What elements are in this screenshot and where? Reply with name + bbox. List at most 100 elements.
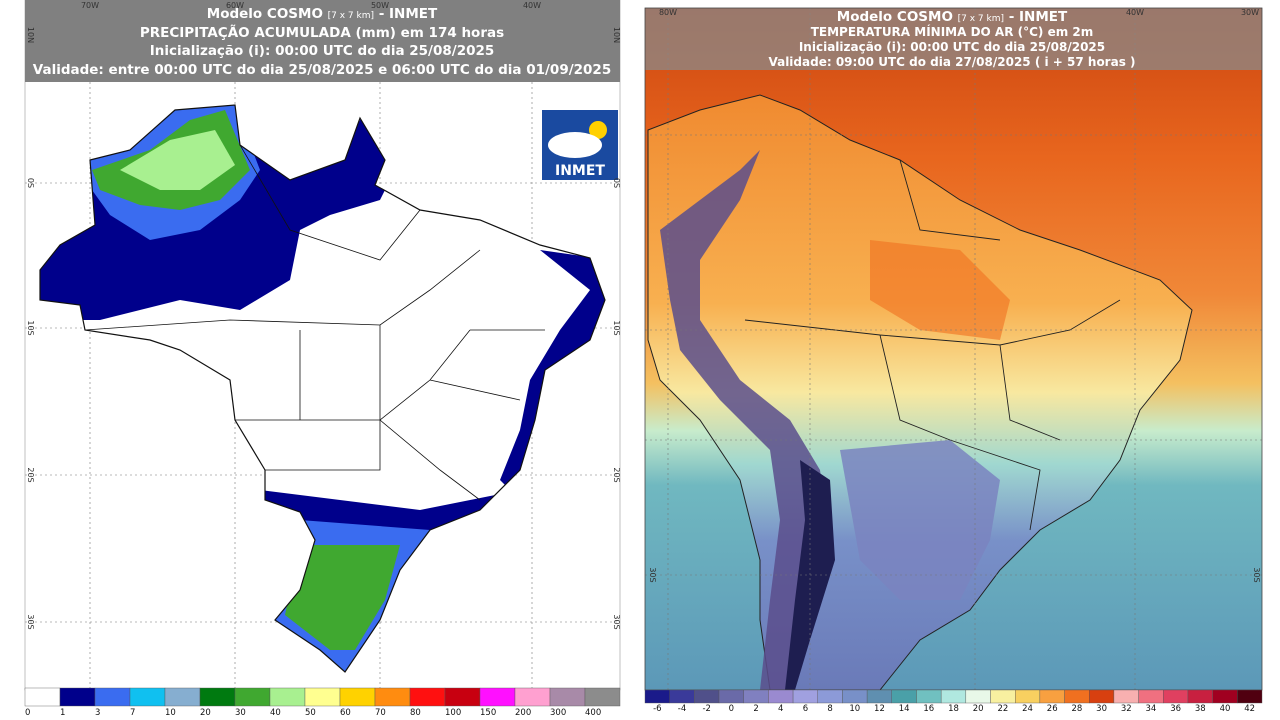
colorbar-label: 10 xyxy=(165,708,176,718)
colorbar-label: 80 xyxy=(410,708,421,718)
right-grid xyxy=(645,8,1262,690)
colorbar-label: 24 xyxy=(1022,704,1033,714)
right-colorbar: -6 -4 -2 0 2 4 6 8 10 12 14 16 18 20 22 24 26 28 30 32 34 36 3… xyxy=(644,689,1263,714)
left-header-line1: Modelo COSMO [7 x 7 km] - INMET xyxy=(207,6,438,22)
colorbar-label: 400 xyxy=(585,708,601,718)
colorbar-swatch xyxy=(1212,689,1238,704)
brazil-border xyxy=(39,104,606,673)
lat-label: 30S xyxy=(1252,567,1261,582)
right-title: TEMPERATURA MÍNIMA DO AR (°C) em 2m xyxy=(811,24,1094,39)
colorbar-label: 40 xyxy=(270,708,281,718)
colorbar-swatch xyxy=(1237,689,1263,704)
colorbar-swatch xyxy=(199,687,236,707)
lon-label: 50W xyxy=(371,1,389,10)
logo-text: INMET xyxy=(555,163,605,179)
right-panel: Modelo COSMO [7 x 7 km] - INMET TEMPERAT… xyxy=(644,7,1263,714)
colorbar-swatch xyxy=(1015,689,1041,704)
lon-label: 80W xyxy=(659,8,677,17)
right-agency: - INMET xyxy=(1009,9,1068,25)
colorbar-label: 8 xyxy=(827,704,832,714)
colorbar-swatch xyxy=(718,689,744,704)
brazil-map xyxy=(39,104,606,673)
logo-sun xyxy=(589,121,607,139)
colorbar-swatch xyxy=(409,687,446,707)
colorbar-label: 36 xyxy=(1170,704,1181,714)
colorbar-swatch xyxy=(1138,689,1164,704)
left-axes: 70W 60W 50W 40W 10N 10N 0S 0S 10S 10S 20S 20S 30S 30S xyxy=(26,1,621,630)
colorbar-swatch xyxy=(374,687,411,707)
colorbar-swatch xyxy=(1113,689,1139,704)
left-model: Modelo COSMO xyxy=(207,6,323,22)
colorbar-swatch xyxy=(743,689,769,704)
colorbar-swatch xyxy=(644,689,670,704)
colorbar-swatch xyxy=(584,687,621,707)
colorbar-label: 300 xyxy=(550,708,566,718)
colorbar-label: 16 xyxy=(923,704,934,714)
lat-label: 10N xyxy=(26,27,35,43)
colorbar-label: -6 xyxy=(653,704,661,714)
colorbar-swatch xyxy=(694,689,720,704)
colorbar-swatch xyxy=(866,689,892,704)
colorbar-label: -4 xyxy=(678,704,686,714)
right-header-line1: Modelo COSMO [7 x 7 km] - INMET xyxy=(837,9,1068,25)
lat-label: 30S xyxy=(26,614,35,629)
right-init: Inicialização (i): 00:00 UTC do dia 25/0… xyxy=(799,40,1105,54)
left-init: Inicialização (i): 00:00 UTC do dia 25/0… xyxy=(150,43,495,59)
colorbar-swatch xyxy=(59,687,96,707)
colorbar-swatch xyxy=(817,689,843,704)
lat-label: 20S xyxy=(26,467,35,482)
lat-label: 10S xyxy=(612,320,621,335)
colorbar-label: 20 xyxy=(973,704,984,714)
colorbar-swatch xyxy=(94,687,131,707)
colorbar-label: 10 xyxy=(849,704,860,714)
lat-label: 0S xyxy=(26,178,35,188)
lat-label: 0S xyxy=(612,178,621,188)
lon-label: 70W xyxy=(81,1,99,10)
colorbar-label: 70 xyxy=(375,708,386,718)
lon-label: 30W xyxy=(1241,8,1259,17)
colorbar-swatch xyxy=(1089,689,1115,704)
right-model: Modelo COSMO xyxy=(837,9,953,25)
left-colorbar: 0 1 3 7 10 20 30 40 50 60 70 80 100 150 200 300 400 xyxy=(24,687,621,718)
colorbar-label: 32 xyxy=(1121,704,1132,714)
colorbar-label: 38 xyxy=(1195,704,1206,714)
colorbar-label: 22 xyxy=(997,704,1008,714)
colorbar-swatch xyxy=(965,689,991,704)
borders xyxy=(744,159,1121,531)
colorbar-label: 18 xyxy=(948,704,959,714)
colorbar-label: 7 xyxy=(130,708,135,718)
lon-label: 60W xyxy=(226,1,244,10)
colorbar-swatch xyxy=(891,689,917,704)
colorbar-swatch xyxy=(990,689,1016,704)
colorbar-label: 100 xyxy=(445,708,461,718)
left-title: PRECIPITAÇÃO ACUMULADA (mm) em 174 horas xyxy=(140,24,504,41)
colorbar-swatch xyxy=(916,689,942,704)
logo-cloud xyxy=(548,132,602,158)
colorbar-swatch xyxy=(940,689,967,704)
colorbar-swatch xyxy=(768,689,794,704)
rain-south-green xyxy=(285,545,400,650)
colorbar-label: 6 xyxy=(803,704,808,714)
inmet-logo: INMET xyxy=(542,110,618,180)
colorbar-swatch xyxy=(549,687,586,707)
left-validity: Validade: entre 00:00 UTC do dia 25/08/2… xyxy=(33,62,611,78)
colorbar-swatch xyxy=(304,687,341,707)
colorbar-label: 3 xyxy=(95,708,100,718)
lat-label: 10N xyxy=(612,27,621,43)
colorbar-label: 0 xyxy=(729,704,734,714)
left-resolution: [7 x 7 km] xyxy=(328,11,374,21)
colorbar-label: 42 xyxy=(1244,704,1255,714)
colorbar-swatch xyxy=(669,689,695,704)
colorbar-label: 30 xyxy=(1096,704,1107,714)
left-agency: - INMET xyxy=(379,6,438,22)
cold-plains xyxy=(840,440,1000,600)
colorbar-label: 34 xyxy=(1146,704,1157,714)
colorbar-swatch xyxy=(1187,689,1213,704)
colorbar-swatch xyxy=(269,687,306,707)
colorbar-label: 60 xyxy=(340,708,351,718)
colorbar-swatch xyxy=(792,689,818,704)
right-axes: 80W 40W 30W 30S 30S xyxy=(648,8,1261,583)
colorbar-swatch xyxy=(479,687,516,707)
